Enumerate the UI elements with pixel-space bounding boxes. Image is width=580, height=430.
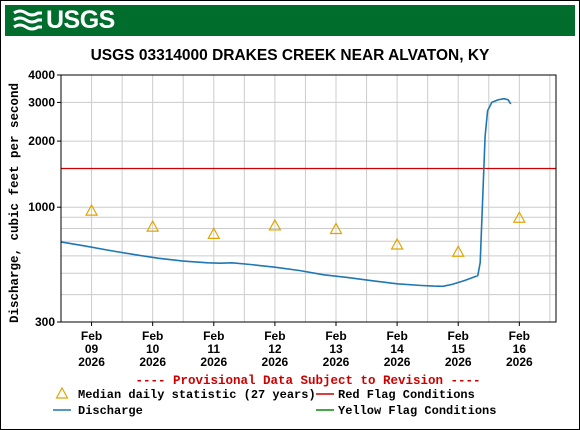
x-tick-label: 2026 — [139, 355, 166, 369]
legend-yellow-flag-label: Yellow Flag Conditions — [338, 404, 496, 418]
x-tick-label: 2026 — [384, 355, 411, 369]
series-layer — [60, 97, 512, 288]
legend-item-red-flag: Red Flag Conditions — [316, 388, 475, 402]
median-point-marker — [268, 218, 282, 231]
y-axis-ticks: 300 1000 2000 3000 4000 — [28, 68, 61, 329]
legend-red-flag-label: Red Flag Conditions — [338, 388, 475, 402]
legend-median-triangle-icon — [55, 386, 69, 399]
chart-title: USGS 03314000 DRAKES CREEK NEAR ALVATON,… — [91, 47, 490, 64]
usgs-banner: USGS — [5, 5, 575, 36]
median-markers — [85, 203, 526, 257]
median-point-marker — [451, 245, 465, 257]
x-tick-label: Feb — [325, 329, 346, 343]
median-point-marker — [512, 210, 526, 223]
x-tick-label: 2026 — [200, 355, 227, 369]
x-tick-label: Feb — [509, 329, 530, 343]
x-tick-label: 14 — [390, 342, 404, 356]
plot-area-border — [60, 74, 557, 323]
median-point-marker — [329, 222, 343, 235]
x-tick-label: Feb — [203, 329, 224, 343]
x-tick-label: Feb — [448, 329, 469, 343]
x-tick-label: 2026 — [78, 355, 105, 369]
legend-item-yellow-flag: Yellow Flag Conditions — [316, 404, 496, 418]
x-tick-label: 15 — [452, 342, 466, 356]
x-tick-label: Feb — [264, 329, 285, 343]
x-tick-label: Feb — [386, 329, 407, 343]
x-tick-label: 12 — [268, 342, 282, 356]
y-tick-label: 300 — [35, 315, 55, 329]
median-point-marker — [85, 203, 99, 216]
x-tick-label: 2026 — [506, 355, 533, 369]
x-tick-label: 2026 — [445, 355, 472, 369]
x-tick-label: 13 — [329, 342, 343, 356]
x-tick-label: Feb — [142, 329, 163, 343]
median-point-marker — [390, 237, 404, 250]
legend-discharge-label: Discharge — [78, 404, 143, 418]
y-tick-label: 3000 — [28, 95, 55, 109]
x-tick-label: 16 — [513, 342, 527, 356]
x-axis-ticks: Feb092026Feb102026Feb112026Feb122026Feb1… — [78, 322, 533, 369]
legend: Median daily statistic (27 years) Red Fl… — [53, 386, 496, 418]
usgs-logo-text: USGS — [46, 6, 115, 34]
legend-median-label: Median daily statistic (27 years) — [78, 388, 316, 402]
usgs-logo[interactable]: USGS — [13, 6, 115, 34]
x-tick-label: 10 — [146, 342, 160, 356]
x-tick-label: 2026 — [262, 355, 289, 369]
x-tick-label: 11 — [207, 342, 220, 356]
x-tick-label: 09 — [85, 342, 99, 356]
usgs-wave-icon — [13, 9, 42, 30]
y-tick-label: 1000 — [28, 200, 55, 214]
x-tick-label: 2026 — [323, 355, 350, 369]
y-tick-label: 2000 — [28, 134, 55, 148]
chart-grid — [61, 74, 556, 323]
legend-item-discharge: Discharge — [53, 404, 143, 418]
x-tick-label: Feb — [81, 329, 102, 343]
y-tick-label: 4000 — [28, 68, 55, 82]
median-point-marker — [207, 227, 221, 239]
discharge-series-line — [60, 97, 512, 288]
provisional-notice: ---- Provisional Data Subject to Revisio… — [135, 374, 480, 388]
legend-item-median: Median daily statistic (27 years) — [55, 386, 316, 402]
median-point-marker — [146, 219, 160, 232]
y-axis-label: Discharge, cubic feet per second — [8, 83, 22, 323]
